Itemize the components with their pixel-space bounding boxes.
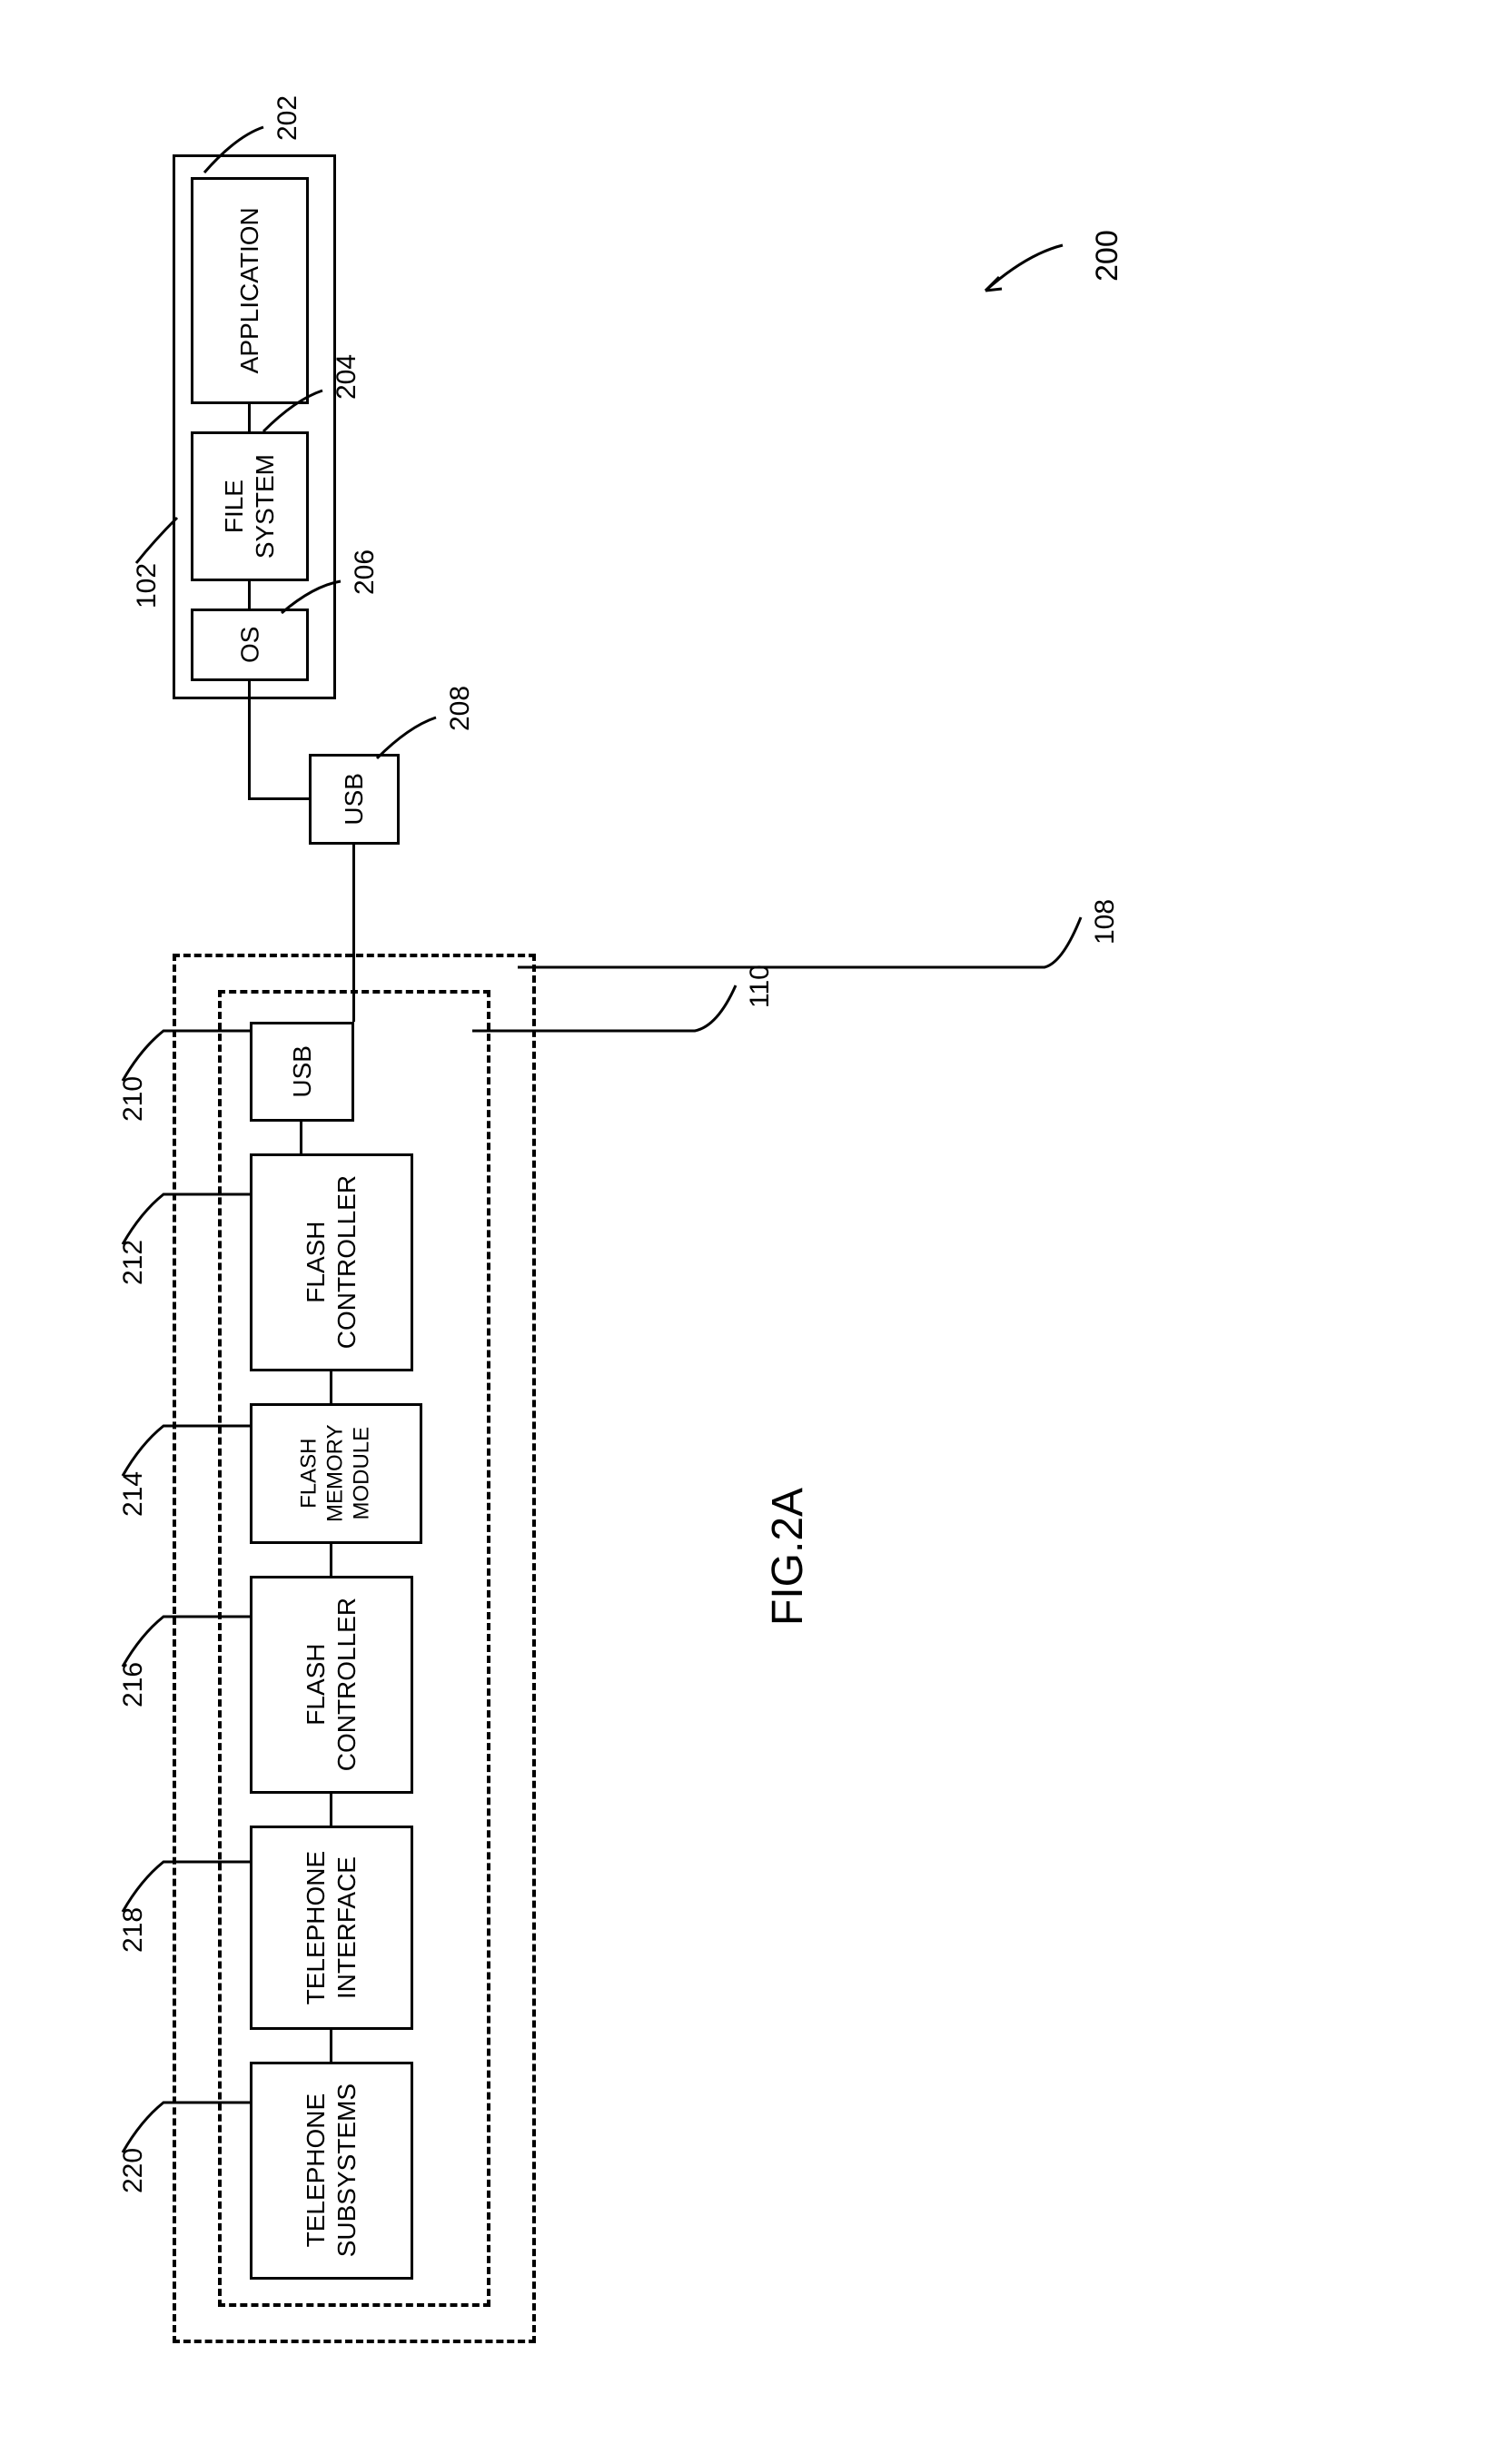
flash-ctrl-1-label: FLASH CONTROLLER bbox=[301, 1175, 361, 1349]
leader-202-icon bbox=[191, 118, 272, 182]
usb-ext-label: USB bbox=[339, 773, 370, 826]
conn-fc1-fm bbox=[330, 1371, 332, 1403]
conn-app-fs bbox=[248, 404, 251, 431]
os-block: OS bbox=[191, 609, 309, 681]
leader-108-icon bbox=[509, 908, 1090, 981]
ref-206: 206 bbox=[350, 549, 381, 595]
figure-label: FIG.2A bbox=[763, 1488, 813, 1626]
tel-sub-block: TELEPHONE SUBSYSTEMS bbox=[250, 2062, 413, 2280]
usb-int-block: USB bbox=[250, 1022, 354, 1122]
flash-mem-block: FLASH MEMORY MODULE bbox=[250, 1403, 422, 1544]
conn-os-usb-h bbox=[248, 797, 310, 800]
ref-214: 214 bbox=[118, 1471, 149, 1517]
ref-216: 216 bbox=[118, 1662, 149, 1707]
ref-102: 102 bbox=[132, 563, 163, 609]
ref-212: 212 bbox=[118, 1240, 149, 1285]
conn-fs-os bbox=[248, 581, 251, 609]
ref-overall: 200 bbox=[1090, 230, 1125, 282]
ref-202: 202 bbox=[272, 95, 303, 141]
tel-iface-label: TELEPHONE INTERFACE bbox=[301, 1851, 361, 2005]
conn-ti-ts bbox=[330, 2030, 332, 2062]
tel-iface-block: TELEPHONE INTERFACE bbox=[250, 1826, 413, 2030]
conn-usbext-usbint bbox=[352, 845, 355, 1022]
flash-ctrl-1-block: FLASH CONTROLLER bbox=[250, 1153, 413, 1371]
ref-204: 204 bbox=[332, 354, 362, 400]
flash-ctrl-2-block: FLASH CONTROLLER bbox=[250, 1576, 413, 1794]
ref-110: 110 bbox=[745, 965, 776, 1008]
usb-ext-block: USB bbox=[309, 754, 400, 845]
leader-204-icon bbox=[250, 381, 332, 436]
ref-108: 108 bbox=[1090, 899, 1121, 945]
arrow-overall-icon bbox=[972, 236, 1072, 309]
diagram-page: FIG.2A 200 APPLICATION 202 FILE SYSTEM 2… bbox=[0, 0, 1495, 2464]
flash-mem-label: FLASH MEMORY MODULE bbox=[297, 1425, 375, 1523]
flash-ctrl-2-label: FLASH CONTROLLER bbox=[301, 1598, 361, 1771]
application-block: APPLICATION bbox=[191, 177, 309, 404]
ref-218: 218 bbox=[118, 1907, 149, 1953]
conn-usbint-fc1 bbox=[300, 1122, 302, 1153]
conn-fm-fc2 bbox=[330, 1544, 332, 1576]
conn-fc2-ti bbox=[330, 1794, 332, 1826]
leader-206-icon bbox=[268, 572, 350, 618]
ref-208: 208 bbox=[445, 686, 476, 731]
tel-sub-label: TELEPHONE SUBSYSTEMS bbox=[301, 2083, 361, 2257]
leader-208-icon bbox=[363, 708, 445, 763]
ref-210: 210 bbox=[118, 1076, 149, 1122]
application-label: APPLICATION bbox=[234, 207, 265, 373]
leader-110-icon bbox=[463, 981, 745, 1044]
usb-int-label: USB bbox=[287, 1045, 318, 1098]
file-system-block: FILE SYSTEM bbox=[191, 431, 309, 581]
conn-os-usb-v bbox=[248, 681, 251, 799]
os-label: OS bbox=[234, 627, 265, 663]
file-system-label: FILE SYSTEM bbox=[219, 454, 280, 559]
ref-220: 220 bbox=[118, 2148, 149, 2193]
